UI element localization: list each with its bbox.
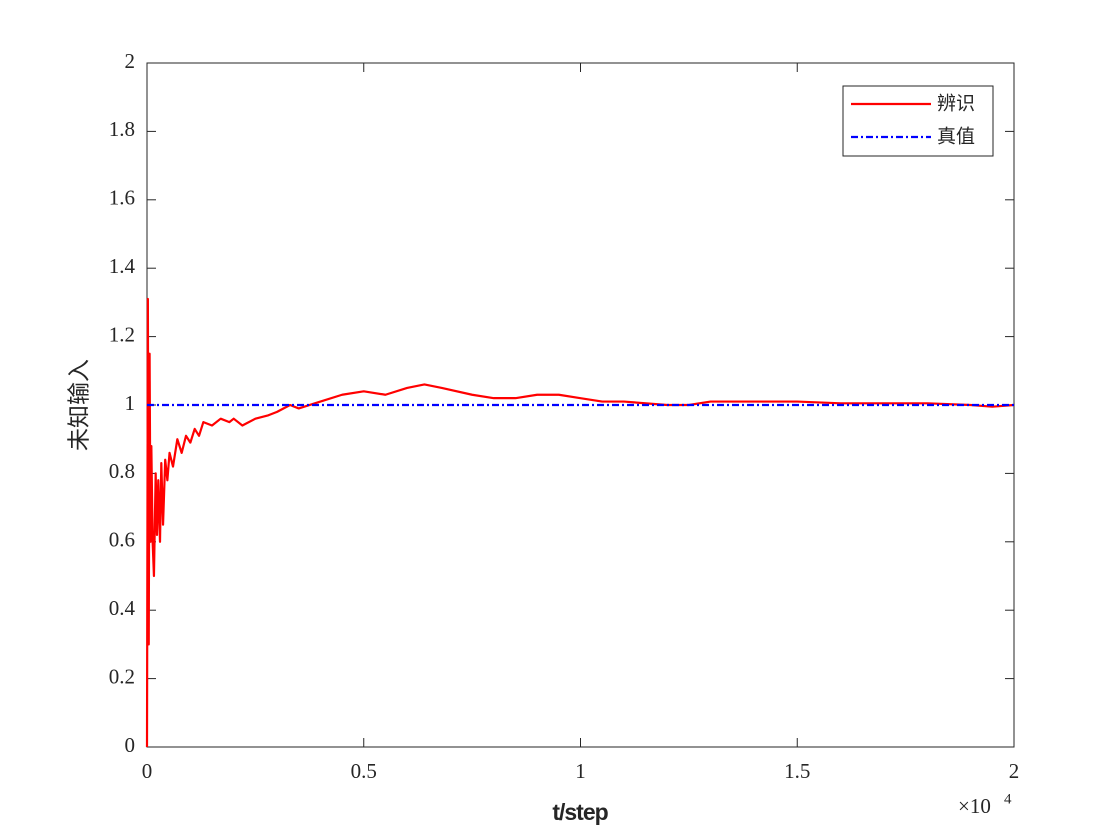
x-axis-label: t/step — [552, 799, 608, 825]
x-tick-label: 1.5 — [784, 759, 810, 783]
y-tick-label: 0.6 — [109, 528, 135, 552]
y-tick-label: 1.4 — [109, 254, 136, 278]
legend-label: 辨识 — [937, 93, 975, 115]
x-scale-exponent: 4 — [1004, 791, 1012, 807]
x-tick-label: 0.5 — [351, 759, 377, 783]
legend-box — [842, 85, 994, 157]
y-tick-label: 0.4 — [109, 596, 136, 620]
x-tick-label: 1 — [575, 759, 586, 783]
y-axis-label: 未知输入 — [67, 359, 93, 451]
y-tick-label: 1.2 — [109, 322, 135, 346]
x-scale-label: ×10 — [958, 794, 991, 818]
y-tick-label: 1.8 — [109, 117, 135, 141]
x-tick-label: 0 — [142, 759, 153, 783]
y-tick-label: 1.6 — [109, 186, 135, 210]
y-tick-label: 0 — [125, 733, 136, 757]
y-tick-label: 0.2 — [109, 664, 135, 688]
legend-label: 真值 — [937, 126, 975, 148]
y-tick-label: 2 — [125, 49, 136, 73]
y-tick-label: 1 — [125, 391, 136, 415]
x-tick-label: 2 — [1009, 759, 1020, 783]
data-line — [145, 297, 1015, 748]
y-tick-label: 0.8 — [109, 459, 135, 483]
